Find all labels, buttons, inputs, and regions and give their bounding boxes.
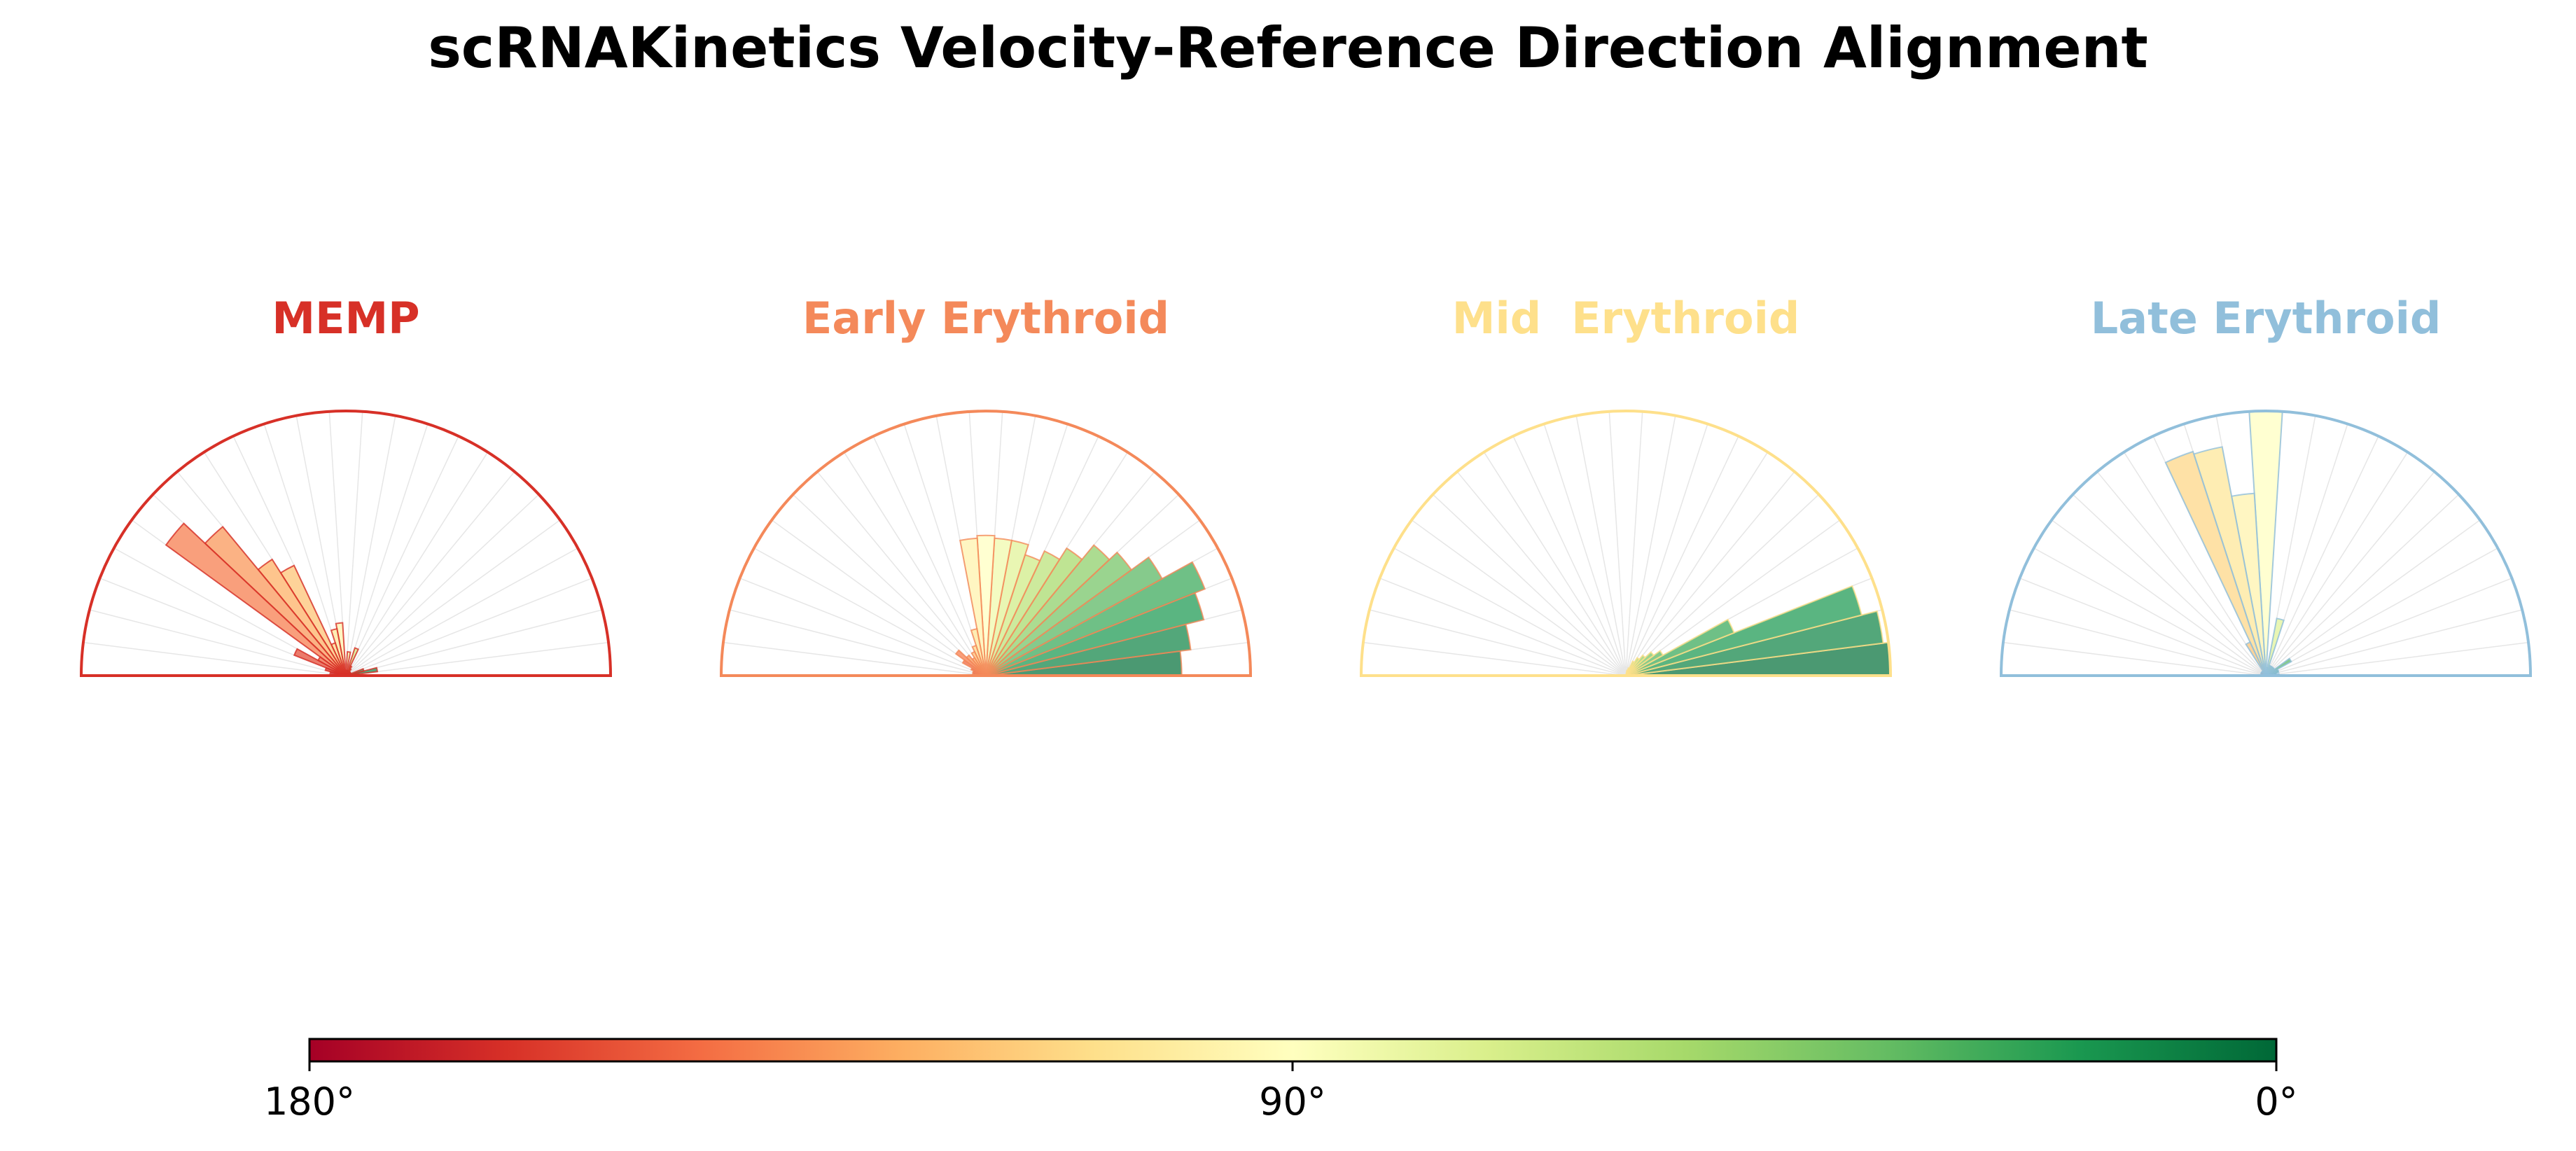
radial-gridline xyxy=(1363,641,1627,676)
radial-gridline xyxy=(1369,609,1627,676)
rose-bar xyxy=(976,534,996,676)
radial-gridline xyxy=(345,578,592,676)
radial-gridline xyxy=(345,411,363,676)
radial-gridline xyxy=(816,471,987,676)
radial-gridline xyxy=(1512,435,1627,676)
radial-gridline xyxy=(2003,641,2267,676)
radial-gridline xyxy=(1608,411,1627,676)
radial-gridline xyxy=(2265,609,2523,676)
radial-gridline xyxy=(2123,452,2267,676)
rose-outline xyxy=(79,410,613,677)
radial-gridline xyxy=(1625,411,1643,676)
radial-gridline xyxy=(1432,494,1627,676)
radial-gridline xyxy=(729,609,987,676)
radial-gridline xyxy=(2096,471,2267,676)
rose-bar xyxy=(165,522,347,676)
radial-gridline xyxy=(2033,547,2267,676)
radial-gridline xyxy=(792,494,987,676)
rose-bar xyxy=(985,550,1061,676)
panel-title-memp: MEMP xyxy=(272,293,420,344)
radial-gridline xyxy=(89,609,347,676)
rose-bar xyxy=(1625,585,1863,676)
rose-bar xyxy=(985,547,1083,676)
radial-gridline xyxy=(2072,494,2267,676)
radial-gridline xyxy=(345,519,561,676)
radial-gridline xyxy=(345,424,429,676)
radial-gridline xyxy=(771,519,987,676)
radial-gridline xyxy=(2265,641,2529,676)
radial-gridline xyxy=(2265,578,2512,676)
radial-gridline xyxy=(1543,424,1627,676)
radial-gridline xyxy=(2265,435,2379,676)
radial-gridline xyxy=(345,547,578,676)
rose-bar xyxy=(985,561,1206,676)
rose-bar xyxy=(1625,618,1735,676)
panel-title-mid-erythroid: Mid Erythroid xyxy=(1451,293,1800,344)
colorbar xyxy=(308,1038,2278,1063)
radial-gridline xyxy=(2051,519,2267,676)
rose-outline xyxy=(1359,410,1893,677)
rose-bar xyxy=(2164,450,2267,676)
radial-gridline xyxy=(1483,452,1627,676)
radial-gridline xyxy=(753,547,987,676)
radial-gridline xyxy=(83,641,347,676)
rose-bar xyxy=(345,650,351,676)
panel-title-early-erythroid: Early Erythroid xyxy=(802,293,1169,344)
radial-gridline xyxy=(739,578,987,676)
radial-gridline xyxy=(1411,519,1627,676)
radial-gridline xyxy=(345,415,396,676)
panel-title-late-erythroid: Late Erythroid xyxy=(2090,293,2442,344)
rose-panel-late-erythroid xyxy=(1999,410,2533,677)
radial-gridline xyxy=(1625,424,1708,676)
radial-gridline xyxy=(723,641,987,676)
rose-panel-memp xyxy=(79,410,613,677)
rose-panel-mid-erythroid xyxy=(1359,410,1893,677)
radial-gridline xyxy=(2265,519,2481,676)
rose-bar xyxy=(985,556,1164,676)
radial-gridline xyxy=(345,471,515,676)
radial-gridline xyxy=(2265,494,2460,676)
radial-gridline xyxy=(2019,578,2267,676)
radial-gridline xyxy=(1393,547,1627,676)
radial-gridline xyxy=(2265,471,2435,676)
radial-gridline xyxy=(1625,494,1820,676)
rose-bar xyxy=(293,648,347,676)
rose-outline xyxy=(719,410,1253,677)
radial-gridline xyxy=(345,609,603,676)
radial-gridline xyxy=(345,494,540,676)
radial-gridline xyxy=(1625,452,1769,676)
radial-gridline xyxy=(1625,519,1841,676)
rose-bar xyxy=(2265,618,2285,676)
radial-gridline xyxy=(872,435,987,676)
rose-panel-early-erythroid xyxy=(719,410,1253,677)
figure-title: scRNAKinetics Velocity-Reference Directi… xyxy=(428,15,2148,81)
radial-gridline xyxy=(1456,471,1627,676)
radial-gridline xyxy=(345,435,459,676)
radial-gridline xyxy=(843,452,987,676)
rose-bar xyxy=(2245,641,2267,676)
colorbar-label-0: 0° xyxy=(2255,1080,2298,1124)
rose-bar xyxy=(985,551,1133,676)
colorbar-label-180: 180° xyxy=(263,1080,356,1124)
radial-gridline xyxy=(345,452,489,676)
rose-outline xyxy=(1999,410,2533,677)
rose-bar xyxy=(204,525,347,676)
radial-gridline xyxy=(1625,435,1739,676)
radial-gridline xyxy=(2009,609,2267,676)
rose-bar xyxy=(345,647,360,676)
rose-bar xyxy=(954,649,987,676)
radial-gridline xyxy=(2265,547,2498,676)
radial-gridline xyxy=(1625,415,1676,676)
radial-gridline xyxy=(1625,471,1795,676)
rose-bar xyxy=(985,544,1111,676)
radial-gridline xyxy=(1379,578,1627,676)
colorbar-label-90: 90° xyxy=(1259,1080,1326,1124)
radial-gridline xyxy=(1575,415,1627,676)
radial-gridline xyxy=(345,641,609,676)
radial-gridline xyxy=(2265,452,2409,676)
